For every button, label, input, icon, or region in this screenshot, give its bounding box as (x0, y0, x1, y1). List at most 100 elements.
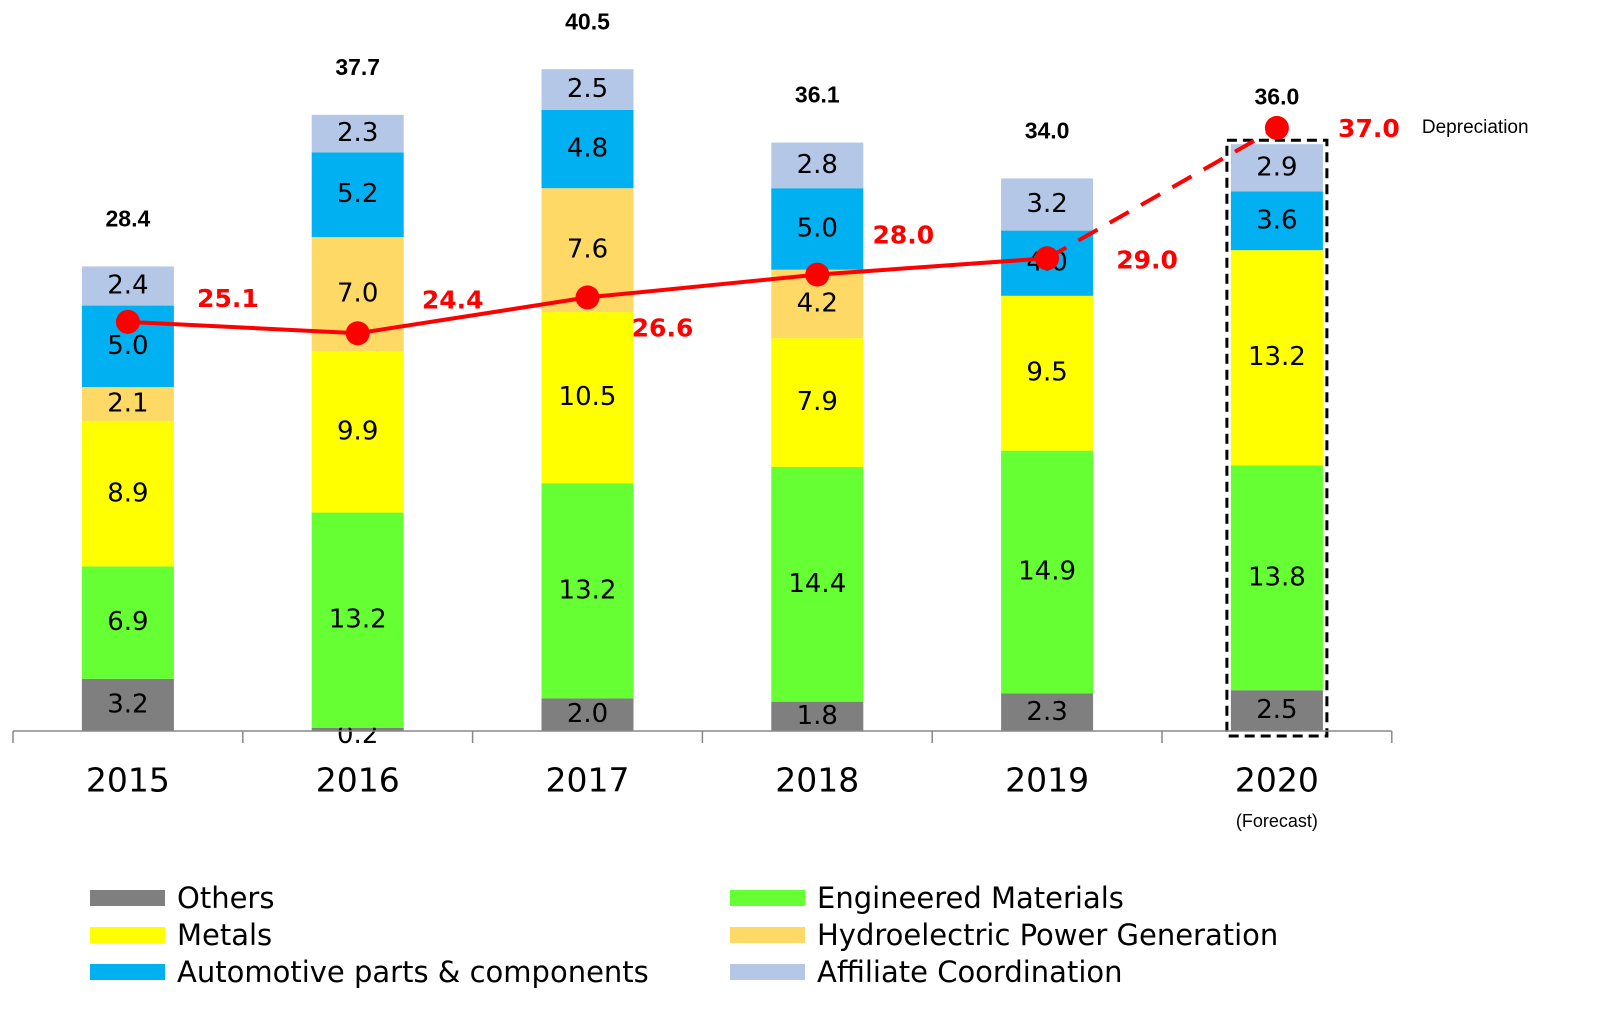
bar-segment (1230, 690, 1323, 731)
bar-segment (81, 678, 174, 731)
segment-label: 3.2 (1026, 189, 1067, 219)
segment-label: 14.4 (788, 569, 846, 599)
x-tick-label: 2017 (546, 761, 630, 800)
depreciation-point (1264, 115, 1289, 140)
bar-segment (81, 387, 174, 422)
segment-label: 5.0 (797, 213, 838, 243)
segment-label: 2.5 (567, 74, 608, 104)
legend-swatch (90, 890, 165, 906)
bar-segment (311, 351, 404, 513)
depreciation-point (345, 321, 370, 346)
legend-swatch (730, 927, 805, 943)
x-tick-label: 2015 (86, 761, 170, 800)
segment-label: 2.8 (797, 150, 838, 180)
x-tick-label: 2019 (1005, 761, 1089, 800)
segment-label: 13.8 (1248, 562, 1306, 592)
x-tick-label: 2016 (316, 761, 400, 800)
total-label: 37.7 (335, 54, 380, 80)
bar-segment (1230, 191, 1323, 251)
line-label: 29.0 (1116, 245, 1178, 274)
total-label: 40.5 (565, 8, 610, 34)
bar-segment (1230, 144, 1323, 192)
segment-label: 1.8 (797, 701, 838, 731)
total-label: 34.0 (1025, 118, 1070, 144)
bar-segment (1001, 295, 1094, 451)
depreciation-point (575, 285, 600, 310)
segment-label: 5.0 (107, 331, 148, 361)
legend-swatch (730, 890, 805, 906)
legend-swatch (90, 964, 165, 980)
x-tick-label: 2018 (775, 761, 859, 800)
depreciation-point (805, 262, 830, 287)
segment-label: 2.3 (337, 118, 378, 148)
line-label: 24.4 (422, 285, 484, 314)
line-label: 26.6 (632, 313, 694, 342)
legend-label: Hydroelectric Power Generation (817, 918, 1278, 952)
segment-label: 10.5 (559, 382, 617, 412)
legend-swatch (90, 927, 165, 943)
line-label: 25.1 (197, 284, 259, 313)
segment-label: 4.8 (567, 134, 608, 164)
segment-label: 3.6 (1256, 205, 1297, 235)
bar-segment (771, 701, 864, 731)
x-tick-label: 2020 (1235, 761, 1319, 800)
segment-label: 7.6 (567, 235, 608, 265)
segment-label: 9.9 (337, 416, 378, 446)
bar-segment (81, 266, 174, 306)
bar-segment (771, 466, 864, 702)
forecast-box (1225, 138, 1329, 738)
line-label: 28.0 (872, 221, 934, 250)
bar-segment (771, 142, 864, 189)
bar-segment (771, 338, 864, 467)
bar-segment (771, 188, 864, 270)
segment-label: 3.2 (107, 689, 148, 719)
legend-swatch (730, 964, 805, 980)
bar-segment (1001, 178, 1094, 231)
segment-label: 4.2 (797, 288, 838, 318)
bar-segment (1001, 693, 1094, 731)
depreciation-forecast-line (1046, 126, 1278, 261)
legend-label: Affiliate Coordination (817, 955, 1123, 989)
segment-label: 8.9 (107, 478, 148, 508)
legend-label: Others (177, 881, 274, 915)
bar-segment (541, 312, 634, 484)
segment-label: 5.2 (337, 179, 378, 209)
segment-label: 14.9 (1018, 557, 1076, 587)
segment-label: 2.5 (1256, 695, 1297, 725)
segment-label: 7.9 (797, 387, 838, 417)
bar-segment (311, 727, 404, 731)
segment-label: 13.2 (329, 605, 387, 635)
bar-segment (311, 114, 404, 153)
segment-label: 2.3 (1026, 697, 1067, 727)
category-note: (Forecast) (1236, 811, 1318, 831)
segment-label: 2.9 (1256, 152, 1297, 182)
bar-segment (1230, 250, 1323, 466)
bar-segment (311, 152, 404, 238)
legend-label: Engineered Materials (817, 881, 1124, 915)
segment-label: 2.4 (107, 271, 148, 301)
segment-label: 7.0 (337, 279, 378, 309)
total-label: 36.0 (1255, 83, 1300, 109)
legend-label: Automotive parts & components (177, 955, 649, 989)
bar-segment (541, 109, 634, 189)
bar-segment (1230, 465, 1323, 691)
bar-segment (81, 566, 174, 679)
segment-label: 2.1 (107, 389, 148, 419)
line-label: 37.0 (1338, 114, 1400, 143)
total-label: 36.1 (795, 82, 840, 108)
segment-label: 13.2 (559, 575, 617, 605)
bar-segment (311, 512, 404, 728)
depreciation-point (115, 309, 140, 334)
bar-segment (541, 69, 634, 110)
line-name: Depreciation (1422, 117, 1529, 138)
depreciation-point (1035, 246, 1060, 271)
bar-segment (541, 483, 634, 699)
bar-segment (1001, 450, 1094, 694)
segment-label: 6.9 (107, 607, 148, 637)
segment-label: 13.2 (1248, 342, 1306, 372)
segment-label: 2.0 (567, 699, 608, 729)
segment-label: 9.5 (1026, 358, 1067, 388)
total-label: 28.4 (106, 206, 151, 232)
bar-segment (81, 421, 174, 567)
